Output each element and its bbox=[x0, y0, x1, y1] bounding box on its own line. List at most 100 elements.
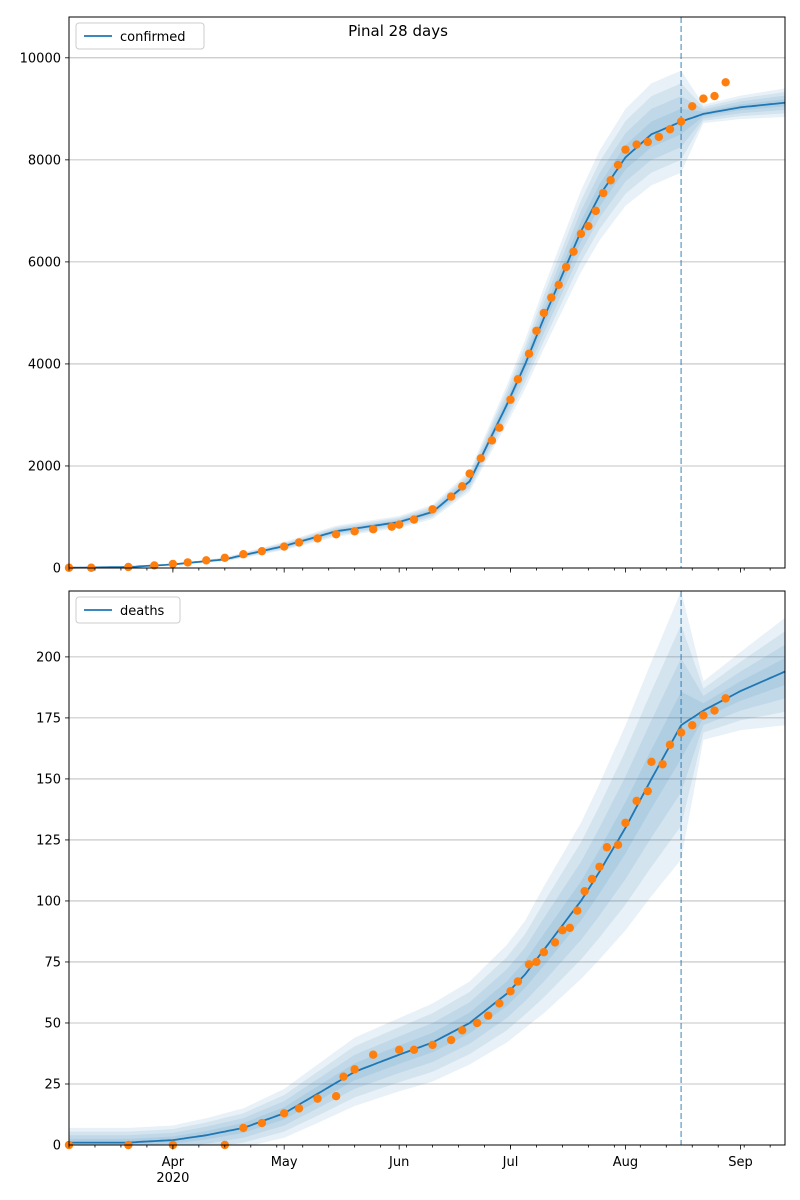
y-tick-label: 4000 bbox=[28, 357, 61, 372]
y-tick-label: 150 bbox=[36, 772, 61, 787]
uncertainty-band-2 bbox=[69, 83, 785, 568]
model-line bbox=[69, 670, 786, 1144]
observed-point bbox=[539, 308, 549, 318]
observed-point bbox=[458, 1026, 467, 1035]
x-tick-label: Apr bbox=[162, 1155, 185, 1170]
observed-point bbox=[350, 1065, 359, 1074]
observed-point bbox=[202, 556, 211, 565]
observed-point bbox=[532, 957, 541, 967]
observed-point bbox=[369, 1050, 378, 1059]
observed-point bbox=[394, 520, 404, 529]
observed-point bbox=[569, 247, 578, 256]
axes-frame bbox=[68, 590, 786, 1146]
observed-point bbox=[573, 906, 582, 915]
observed-point bbox=[476, 454, 485, 463]
observed-point bbox=[506, 395, 515, 404]
observed-point bbox=[428, 1040, 437, 1050]
observed-point bbox=[409, 1045, 419, 1055]
observed-point bbox=[495, 423, 504, 432]
observed-point bbox=[721, 78, 730, 87]
observed-point bbox=[539, 947, 549, 957]
observed-point bbox=[676, 117, 686, 126]
chart-title: Pinal 28 days bbox=[348, 22, 448, 40]
y-tick-label: 100 bbox=[36, 894, 61, 909]
observed-point bbox=[239, 550, 248, 559]
observed-point bbox=[665, 740, 675, 749]
observed-point bbox=[513, 977, 523, 986]
observed-point bbox=[602, 843, 612, 852]
x-tick-label: Jul bbox=[502, 1155, 519, 1170]
observed-point bbox=[331, 1091, 341, 1101]
observed-point bbox=[257, 546, 267, 556]
observed-point bbox=[495, 999, 504, 1008]
legend-box bbox=[75, 22, 205, 50]
uncertainty-band-2 bbox=[69, 624, 785, 1145]
observed-point bbox=[654, 132, 664, 142]
observed-point bbox=[313, 534, 322, 543]
observed-point bbox=[688, 102, 697, 111]
y-tick-label: 8000 bbox=[28, 153, 61, 168]
observed-point bbox=[591, 206, 600, 216]
observed-point bbox=[647, 757, 656, 767]
observed-point bbox=[458, 482, 467, 491]
x-tick-label: Sep bbox=[728, 1155, 753, 1170]
y-tick-label: 6000 bbox=[28, 255, 61, 270]
y-tick-label: 175 bbox=[36, 711, 61, 726]
observed-point bbox=[688, 721, 697, 730]
observed-point bbox=[524, 349, 534, 358]
y-tick-label: 200 bbox=[36, 650, 61, 665]
x-tick-label: May bbox=[271, 1155, 298, 1170]
observed-point bbox=[587, 874, 597, 884]
observed-point bbox=[387, 522, 396, 531]
observed-point bbox=[665, 125, 675, 134]
observed-point bbox=[547, 293, 556, 302]
observed-point bbox=[621, 145, 630, 154]
observed-point bbox=[621, 818, 630, 828]
observed-point bbox=[484, 1011, 493, 1020]
observed-point bbox=[721, 694, 730, 703]
y-tick-label: 10000 bbox=[20, 51, 61, 66]
observed-point bbox=[576, 229, 586, 239]
observed-point bbox=[279, 542, 289, 551]
observed-point bbox=[257, 1118, 267, 1128]
observed-point bbox=[643, 137, 652, 147]
observed-point bbox=[294, 1104, 304, 1113]
uncertainty-band-1 bbox=[69, 591, 785, 1145]
observed-point bbox=[472, 1018, 482, 1028]
observed-point bbox=[595, 862, 604, 871]
observed-point bbox=[580, 886, 589, 896]
observed-point bbox=[331, 530, 341, 539]
observed-point bbox=[239, 1123, 248, 1133]
observed-point bbox=[613, 160, 623, 170]
observed-point bbox=[532, 326, 541, 335]
legend-label: deaths bbox=[120, 604, 165, 619]
observed-point bbox=[550, 938, 560, 947]
observed-point bbox=[658, 760, 667, 769]
observed-point bbox=[513, 375, 523, 384]
y-tick-label: 0 bbox=[53, 562, 61, 577]
observed-point bbox=[294, 538, 304, 547]
observed-point bbox=[676, 728, 686, 737]
observed-point bbox=[584, 221, 593, 231]
observed-point bbox=[465, 469, 474, 478]
legend-label: confirmed bbox=[120, 30, 186, 45]
observed-point bbox=[606, 176, 615, 185]
x-tick-label: Jun bbox=[388, 1155, 409, 1170]
observed-point bbox=[710, 91, 719, 101]
observed-point bbox=[699, 711, 708, 720]
observed-point bbox=[279, 1109, 289, 1118]
y-tick-label: 25 bbox=[44, 1077, 61, 1092]
observed-point bbox=[350, 527, 359, 536]
y-tick-label: 125 bbox=[36, 833, 61, 848]
observed-point bbox=[409, 515, 419, 524]
y-tick-label: 75 bbox=[44, 955, 61, 970]
observed-point bbox=[446, 492, 456, 501]
observed-point bbox=[394, 1045, 404, 1055]
observed-point bbox=[554, 280, 563, 290]
observed-point bbox=[558, 926, 567, 935]
observed-point bbox=[699, 94, 708, 103]
observed-point bbox=[220, 553, 230, 562]
observed-point bbox=[710, 706, 719, 715]
